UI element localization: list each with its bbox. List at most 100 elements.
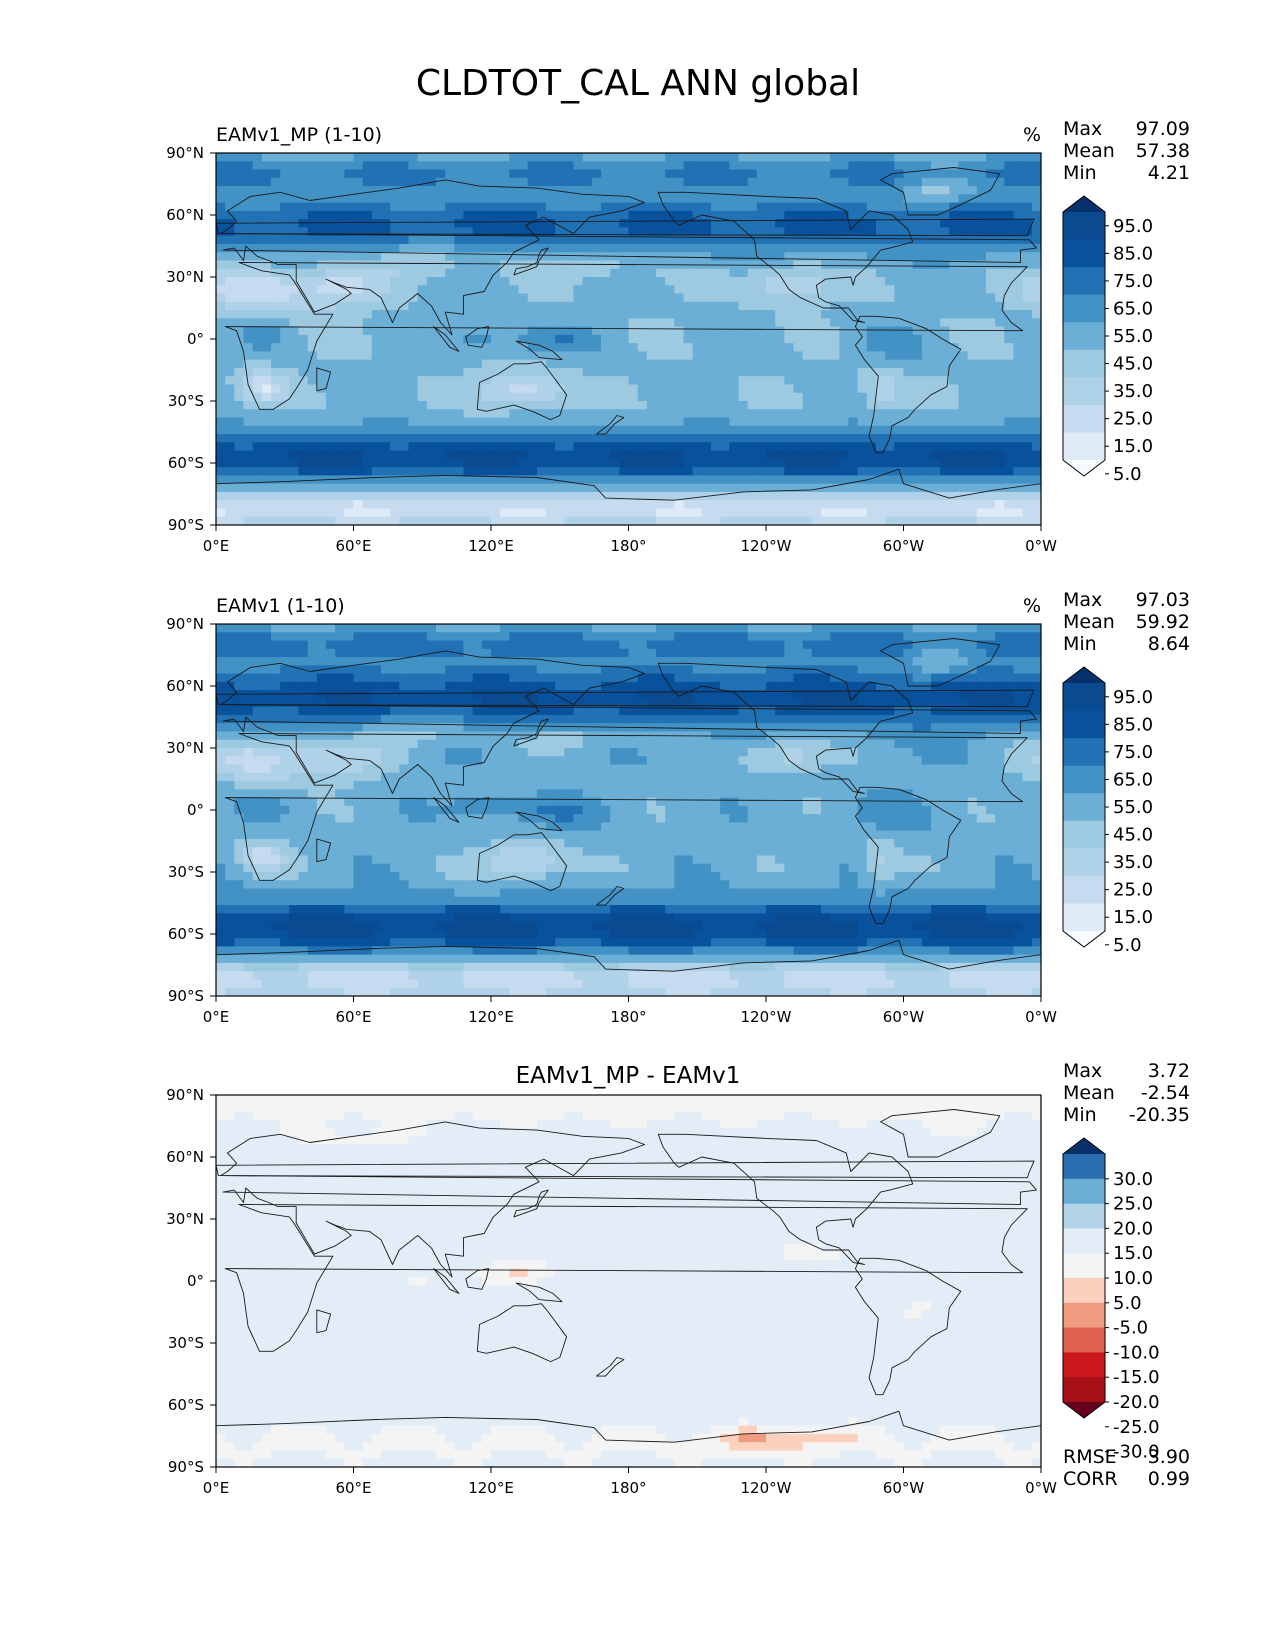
field-cell xyxy=(912,227,923,237)
field-cell xyxy=(747,318,758,328)
field-cell xyxy=(536,202,547,212)
field-cell xyxy=(390,202,400,212)
field-cell xyxy=(546,657,556,666)
field-cell xyxy=(573,227,584,237)
field-cell xyxy=(271,632,281,642)
field-cell xyxy=(876,425,886,435)
field-cell xyxy=(546,458,556,468)
field-cell xyxy=(967,434,978,443)
field-cell xyxy=(243,624,254,633)
field-cell xyxy=(591,310,602,319)
field-cell xyxy=(390,334,400,344)
field-cell xyxy=(1031,434,1041,443)
field-cell xyxy=(665,491,675,501)
field-cell xyxy=(839,508,850,518)
field-cell xyxy=(335,467,345,476)
field-cell xyxy=(802,425,813,435)
field-cell xyxy=(371,334,382,344)
field-cell xyxy=(830,186,840,195)
field-cell xyxy=(894,681,905,691)
field-cell xyxy=(674,467,685,476)
field-cell xyxy=(472,690,483,699)
field-cell xyxy=(326,161,336,171)
field-cell xyxy=(234,301,245,311)
field-cell xyxy=(307,516,318,525)
field-cell xyxy=(692,243,703,253)
field-cell xyxy=(582,516,593,525)
field-cell xyxy=(766,210,776,220)
field-cell xyxy=(261,491,272,501)
field-cell xyxy=(839,442,850,452)
field-cell xyxy=(491,450,501,460)
field-cell xyxy=(481,161,492,171)
field-cell xyxy=(793,310,804,319)
field-cell xyxy=(353,665,364,675)
field-cell xyxy=(298,293,309,303)
field-cell xyxy=(436,640,446,650)
field-cell xyxy=(665,343,675,352)
field-cell xyxy=(417,219,428,228)
field-cell xyxy=(784,252,795,262)
field-cell xyxy=(949,450,960,460)
field-cell xyxy=(995,475,1005,485)
field-cell xyxy=(775,491,785,501)
field-cell xyxy=(417,235,428,245)
field-cell xyxy=(912,359,923,369)
field-cell xyxy=(729,268,740,278)
field-cell xyxy=(711,475,721,485)
field-cell xyxy=(234,343,245,352)
field-cell xyxy=(811,268,822,278)
field-cell xyxy=(445,640,455,650)
field-cell xyxy=(711,243,721,253)
field-cell xyxy=(866,483,877,493)
field-cell xyxy=(289,640,300,650)
field-cell xyxy=(1013,632,1024,642)
field-cell xyxy=(619,318,630,328)
field-cell xyxy=(454,409,465,419)
field-cell xyxy=(619,648,630,658)
field-cell xyxy=(646,640,657,650)
field-cell xyxy=(756,367,767,377)
field-cell xyxy=(417,508,428,518)
field-cell xyxy=(958,334,969,344)
field-cell xyxy=(436,508,446,518)
field-cell xyxy=(298,673,309,683)
field-cell xyxy=(793,153,804,162)
field-cell xyxy=(280,285,290,295)
field-cell xyxy=(500,153,510,162)
field-cell xyxy=(500,252,510,262)
field-cell xyxy=(738,458,749,468)
field-cell xyxy=(912,161,923,171)
field-cell xyxy=(463,458,474,468)
field-cell xyxy=(674,227,685,237)
field-cell xyxy=(683,442,694,452)
field-cell xyxy=(536,376,547,386)
field-cell xyxy=(261,268,272,278)
field-cell xyxy=(811,467,822,476)
field-cell xyxy=(362,417,373,427)
field-cell xyxy=(692,210,703,220)
field-cell xyxy=(848,359,859,369)
field-cell xyxy=(289,516,300,525)
field-cell xyxy=(610,483,620,493)
field-cell xyxy=(775,648,785,658)
field-cell xyxy=(756,401,767,410)
field-cell xyxy=(362,359,373,369)
field-cell xyxy=(665,401,675,410)
field-cell xyxy=(491,153,501,162)
field-cell xyxy=(362,690,373,699)
field-cell xyxy=(995,318,1005,328)
field-cell xyxy=(399,153,410,162)
field-cell xyxy=(931,243,941,253)
field-cell xyxy=(995,392,1005,402)
field-cell xyxy=(509,326,520,336)
field-cell xyxy=(921,491,932,501)
field-cell xyxy=(1022,425,1033,435)
field-cell xyxy=(656,491,666,501)
field-cell xyxy=(720,657,730,666)
field-cell xyxy=(316,343,327,352)
field-cell xyxy=(839,235,850,245)
field-cell xyxy=(426,384,437,394)
field-cell xyxy=(1022,681,1033,691)
field-cell xyxy=(802,632,813,642)
